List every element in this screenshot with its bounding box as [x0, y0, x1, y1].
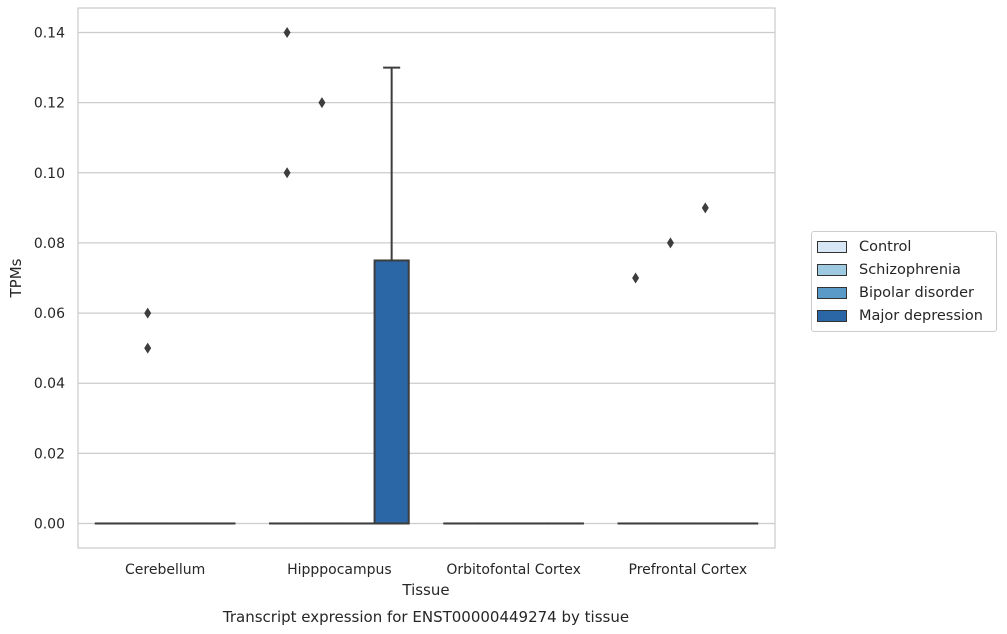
y-tick-label: 0.12: [34, 96, 65, 112]
outlier-marker: [144, 342, 152, 354]
x-tick-label: Prefrontal Cortex: [629, 562, 748, 578]
y-axis-ticks: 0.00 0.02 0.04 0.06 0.08 0.10 0.12 0.14: [34, 26, 65, 533]
outlier-marker: [144, 307, 152, 319]
outlier-marker: [666, 237, 674, 249]
y-tick-label: 0.10: [34, 166, 65, 182]
y-tick-label: 0.04: [34, 376, 65, 392]
x-tick-label: Orbitofontal Cortex: [446, 562, 581, 578]
y-tick-label: 0.02: [34, 446, 65, 462]
y-tick-label: 0.08: [34, 236, 65, 252]
y-tick-label: 0.14: [34, 26, 65, 42]
legend: Control Schizophrenia Bipolar disorder Majo…: [811, 231, 997, 332]
legend-swatch: [817, 309, 847, 322]
y-tick-label: 0.06: [34, 306, 65, 322]
x-axis-title: Tissue: [401, 581, 449, 599]
plot-frame: [77, 7, 776, 549]
legend-item: Bipolar disorder: [817, 281, 996, 304]
chart-caption: Transcript expression for ENST0000044927…: [222, 608, 629, 626]
legend-swatch: [817, 240, 847, 253]
x-axis-ticks: Cerebellum Hipppocampus Orbitofontal Corte…: [125, 562, 747, 578]
outlier-marker: [701, 202, 709, 214]
legend-label: Major depression: [859, 307, 983, 324]
legend-item: Major depression: [817, 304, 996, 327]
legend-swatch: [817, 263, 847, 276]
legend-label: Bipolar disorder: [859, 284, 974, 301]
outlier-points: [144, 27, 709, 354]
y-tick-label: 0.00: [34, 516, 65, 532]
legend-swatch: [817, 286, 847, 299]
box-series: [94, 66, 759, 525]
outlier-marker: [632, 272, 640, 284]
outlier-marker: [283, 27, 291, 39]
legend-label: Control: [859, 238, 912, 255]
x-tick-label: Cerebellum: [125, 562, 205, 578]
box: [373, 259, 410, 525]
y-axis-title: TPMs: [7, 258, 25, 298]
legend-item: Schizophrenia: [817, 258, 996, 281]
legend-item: Control: [817, 235, 996, 258]
outlier-marker: [318, 97, 326, 109]
x-tick-label: Hipppocampus: [287, 562, 392, 578]
outlier-marker: [283, 167, 291, 179]
plot-background: [78, 8, 775, 548]
legend-label: Schizophrenia: [859, 261, 961, 278]
